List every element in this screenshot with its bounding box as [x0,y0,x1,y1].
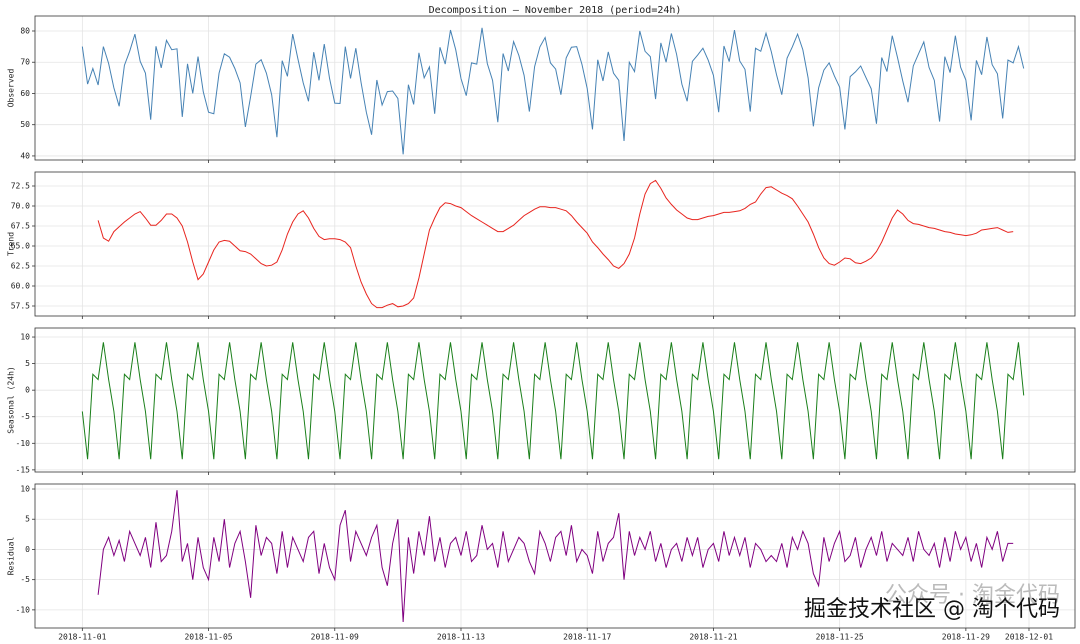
y-tick-label: 60.0 [11,282,30,291]
y-axis-label: Seasonal (24h) [7,366,16,433]
y-tick-label: -5 [20,575,30,584]
y-tick-label: 60 [20,89,30,98]
series-line [81,342,1025,460]
y-tick-label: -5 [20,412,30,421]
y-tick-label: 40 [20,151,30,160]
watermark: 公众号 · 淘金代码 [885,583,1060,608]
panel-frame [34,15,1076,161]
x-tick-label: 2018-11-09 [311,633,359,642]
x-tick-label: 2018-11-21 [689,633,737,642]
x-tick-label: 2018-12-01 [1005,633,1053,642]
y-axis-label: Trend [7,232,16,256]
x-tick-label: 2018-11-05 [184,633,232,642]
y-axis-label: Residual [7,537,16,576]
y-tick-label: 50 [20,120,30,129]
panel-frame [34,171,1076,317]
x-tick-label: 2018-11-17 [563,633,611,642]
x-tick-label: 2018-11-29 [942,633,990,642]
y-tick-label: -15 [16,465,31,474]
watermark: 掘金技术社区 @ 淘个代码 [804,597,1060,622]
y-tick-label: 57.5 [11,302,30,311]
y-tick-label: 80 [20,26,30,35]
series-line [81,27,1025,155]
y-tick-label: 5 [25,515,30,524]
x-tick-label: 2018-11-25 [816,633,864,642]
y-tick-label: 70.0 [11,202,30,211]
y-tick-label: -10 [16,605,31,614]
y-tick-label: 10 [20,485,30,494]
x-tick-label: 2018-11-01 [58,633,106,642]
y-tick-label: 72.5 [11,182,30,191]
y-tick-label: 70 [20,58,30,67]
y-tick-label: -10 [16,439,31,448]
panel-frame [34,483,1076,629]
y-axis-label: Observed [7,69,16,108]
y-tick-label: 10 [20,333,30,342]
y-tick-label: 62.5 [11,262,30,271]
y-tick-label: 5 [25,359,30,368]
y-tick-label: 65.0 [11,242,30,251]
panel-frame [34,327,1076,473]
x-tick-label: 2018-11-13 [437,633,485,642]
y-tick-label: 0 [25,545,30,554]
series-line [97,490,1014,622]
y-tick-label: 0 [25,386,30,395]
chart-title: Decomposition — November 2018 (period=24… [429,5,682,16]
y-tick-label: 67.5 [11,222,30,231]
series-line [97,179,1014,309]
